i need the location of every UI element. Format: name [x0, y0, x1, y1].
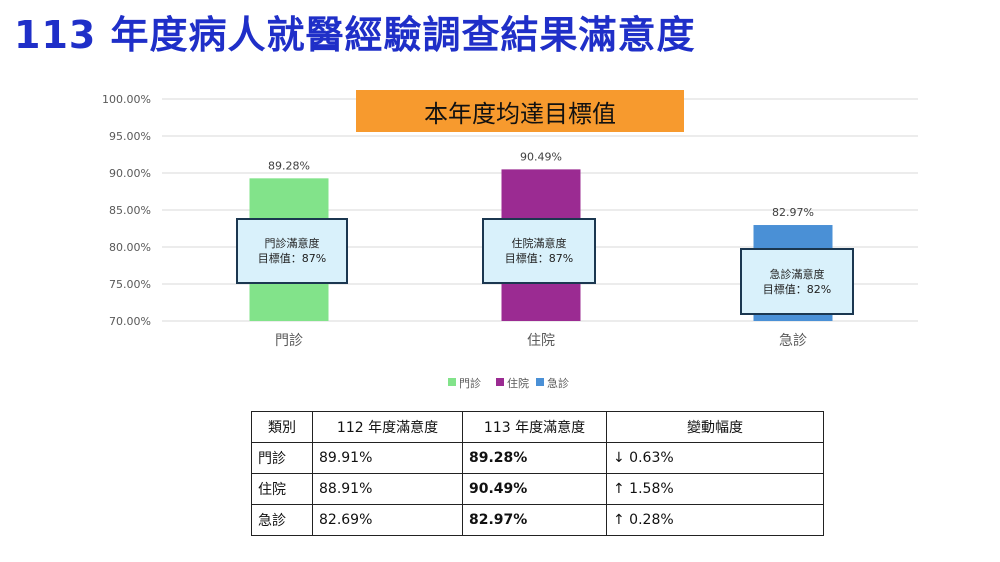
row-change: ↑ 0.28% [606, 504, 824, 536]
table-row: 住院 88.91% 90.49% ↑ 1.58% [251, 473, 824, 505]
legend-label: 住院 [507, 376, 529, 390]
target-label: 住院滿意度 [511, 237, 567, 250]
legend-label: 門診 [459, 376, 481, 390]
row-112-value: 82.69% [312, 504, 463, 536]
x-tick-label: 門診 [275, 333, 303, 349]
page-title: 113 年度病人就醫經驗調查結果滿意度 [14, 13, 696, 57]
header-113: 113 年度滿意度 [462, 411, 607, 443]
row-112-value: 89.91% [312, 442, 463, 474]
row-category: 急診 [251, 504, 313, 536]
legend-swatch [448, 378, 456, 386]
x-tick-label: 急診 [779, 333, 807, 349]
y-tick-label: 75.00% [109, 278, 151, 291]
legend-swatch [536, 378, 544, 386]
target-value: 目標值：87% [257, 252, 327, 265]
legend-swatch [496, 378, 504, 386]
y-tick-label: 80.00% [109, 241, 151, 254]
y-tick-label: 95.00% [109, 130, 151, 143]
target-box-emergency: 急診滿意度 目標值：82% [740, 248, 854, 315]
row-112-value: 88.91% [312, 473, 463, 505]
data-label: 90.49% [520, 150, 562, 163]
table-header-row: 類別 112 年度滿意度 113 年度滿意度 變動幅度 [251, 411, 824, 443]
target-label: 門診滿意度 [264, 237, 320, 250]
target-box-inpatient: 住院滿意度 目標值：87% [482, 218, 596, 284]
header-category: 類別 [251, 411, 313, 443]
table-row: 急診 82.69% 82.97% ↑ 0.28% [251, 504, 824, 536]
target-label: 急診滿意度 [769, 267, 825, 281]
row-113-value: 90.49% [462, 473, 607, 505]
header-112: 112 年度滿意度 [312, 411, 463, 443]
y-tick-label: 90.00% [109, 167, 151, 180]
target-value: 目標值：87% [504, 252, 574, 265]
header-change: 變動幅度 [606, 411, 824, 443]
x-tick-label: 住院 [527, 333, 555, 349]
row-113-value: 89.28% [462, 442, 607, 474]
satisfaction-bar-chart: 70.00% 75.00% 80.00% 85.00% 90.00% 95.00% 100.… [102, 93, 918, 390]
y-tick-label: 85.00% [109, 204, 151, 217]
row-category: 門診 [251, 442, 313, 474]
legend-label: 急診 [547, 376, 569, 390]
target-value: 目標值：82% [762, 282, 832, 296]
comparison-table: 類別 112 年度滿意度 113 年度滿意度 變動幅度 門診 89.91% 89… [251, 411, 824, 536]
row-category: 住院 [251, 473, 313, 505]
row-113-value: 82.97% [462, 504, 607, 536]
row-change: ↑ 1.58% [606, 473, 824, 505]
data-label: 82.97% [772, 206, 814, 219]
table-row: 門診 89.91% 89.28% ↓ 0.63% [251, 442, 824, 474]
row-change: ↓ 0.63% [606, 442, 824, 474]
y-tick-label: 70.00% [109, 315, 151, 328]
target-banner: 本年度均達目標值 [356, 90, 684, 132]
y-tick-label: 100.00% [102, 93, 151, 106]
data-label: 89.28% [268, 159, 310, 172]
target-box-outpatient: 門診滿意度 目標值：87% [236, 218, 348, 284]
